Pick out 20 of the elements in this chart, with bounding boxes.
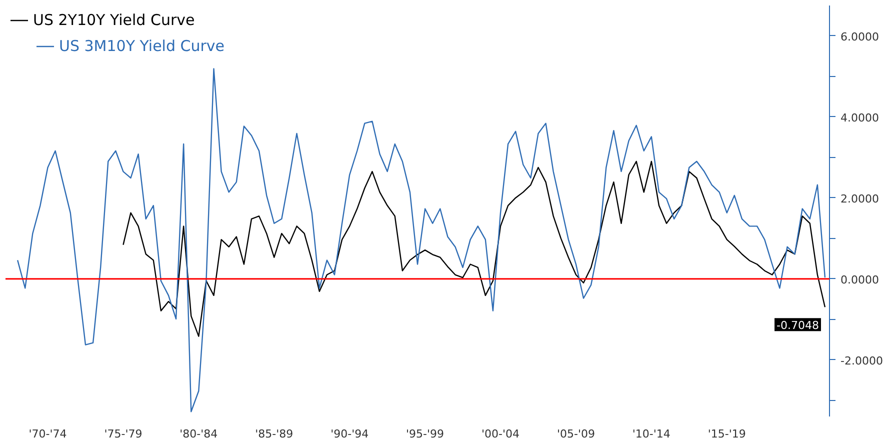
x-tick-label: '10-'14 bbox=[632, 428, 670, 440]
x-tick-label: '00-'04 bbox=[482, 428, 520, 440]
legend-label: US 3M10Y Yield Curve bbox=[59, 36, 225, 56]
legend-label: US 2Y10Y Yield Curve bbox=[33, 10, 195, 30]
x-tick-label: '70-'74 bbox=[28, 428, 67, 440]
y-tick-label: -2.0000 bbox=[840, 354, 883, 368]
x-tick-label: '95-'99 bbox=[406, 428, 444, 440]
y-tick-label: 4.0000 bbox=[840, 111, 879, 124]
y-tick-label: 6.0000 bbox=[840, 30, 879, 44]
x-tick-label: '15-'19 bbox=[708, 428, 746, 440]
y-tick-label: 2.0000 bbox=[840, 192, 879, 206]
x-tick-label: '75-'79 bbox=[104, 428, 142, 440]
x-tick-label: '80-'84 bbox=[180, 428, 218, 440]
line-series bbox=[16, 68, 826, 412]
line-series bbox=[122, 160, 826, 337]
annotation: -0.7048 bbox=[776, 319, 819, 332]
x-tick-label: '90-'94 bbox=[330, 428, 369, 440]
y-tick-label: 0.0000 bbox=[840, 273, 879, 286]
x-tick-label: '05-'09 bbox=[556, 428, 595, 440]
x-tick-label: '85-'89 bbox=[255, 428, 294, 440]
